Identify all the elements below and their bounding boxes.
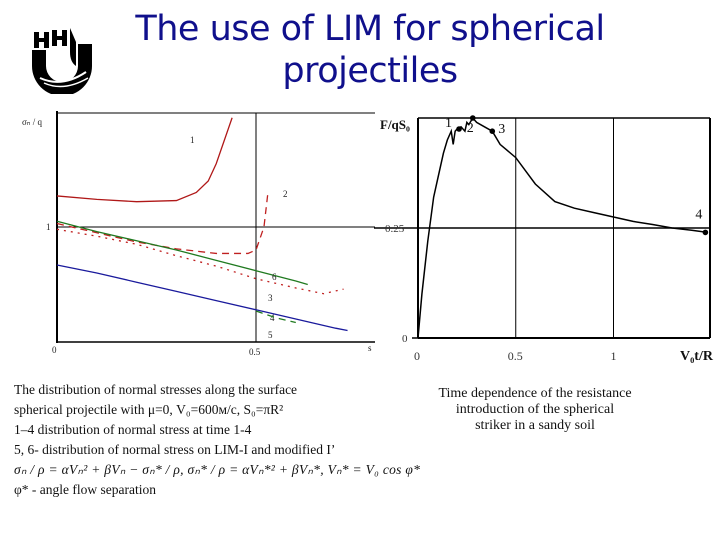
series-label: 4 xyxy=(270,313,275,323)
time-marker-label: 2 xyxy=(467,121,474,136)
time-marker xyxy=(456,126,462,132)
series-label: 5 xyxy=(268,330,273,340)
resistance-chart-caption: Time dependence of the resistance introd… xyxy=(410,386,660,434)
series-label: 1 xyxy=(190,135,195,145)
caption-line: Time dependence of the resistance xyxy=(438,386,632,401)
time-marker xyxy=(469,115,476,121)
y-axis-label: F/qS₀ xyxy=(380,117,410,132)
y-tick-label: 0 xyxy=(402,333,408,345)
time-marker-label: 4 xyxy=(695,207,702,222)
x-tick-label: 0.5 xyxy=(508,349,523,363)
series-5-line xyxy=(255,310,296,324)
x-tick-label: 0 xyxy=(414,349,420,363)
y-axis-label: σₙ / q xyxy=(22,117,42,127)
caption-line: introduction of the spherical xyxy=(455,402,615,417)
title-line-1: The use of LIM for spherical xyxy=(135,9,605,49)
time-marker-label: 3 xyxy=(498,122,505,137)
note-line: spherical projectile with μ=0, V₀=600м/с… xyxy=(14,402,284,417)
series-3-line xyxy=(56,228,344,295)
note-line: The distribution of normal stresses alon… xyxy=(14,382,298,397)
x-tick-label: 0.5 xyxy=(249,347,261,357)
x-axis-label: s xyxy=(368,343,372,353)
y-tick-label: 0.25 xyxy=(385,223,405,235)
series-1-line xyxy=(56,117,233,203)
note-line: 1–4 distribution of normal stress at tim… xyxy=(14,422,252,437)
time-marker xyxy=(489,128,496,134)
time-marker-label: 1 xyxy=(445,116,452,131)
series-6-line xyxy=(56,220,308,286)
series-2-line xyxy=(56,192,269,255)
note-line: 5, 6- distribution of normal stress on L… xyxy=(14,442,336,457)
series-4-line xyxy=(56,264,348,332)
note-line: φ* - angle flow separation xyxy=(14,482,156,497)
series-label: 2 xyxy=(283,189,288,199)
stress-distribution-notes: The distribution of normal stresses alon… xyxy=(14,380,421,500)
caption-line: striker in a sandy soil xyxy=(475,418,595,433)
normal-stress-chart: σₙ / q 1 0 0.5 s 1 2 3 4 5 6 xyxy=(0,100,380,365)
series-label: 3 xyxy=(268,293,273,303)
time-marker xyxy=(702,229,709,236)
normal-stress-plot: σₙ / q 1 0 0.5 s 1 2 3 4 5 6 xyxy=(22,111,375,357)
university-logo-icon xyxy=(28,22,96,96)
x-axis-label: V₀t/R xyxy=(680,349,714,364)
y-tick-label: 1 xyxy=(46,222,51,232)
slide-title: The use of LIM for spherical projectiles xyxy=(100,8,640,92)
stress-formula: σₙ / ρ = αVₙ² + βVₙ − σₙ* / ρ, σₙ* / ρ =… xyxy=(14,462,421,477)
resistance-chart: F/qS₀ 0.25 0 0 0.5 1 V₀t/R 1 2 3 4 xyxy=(370,100,720,380)
x-tick-label: 0 xyxy=(52,345,57,355)
title-line-2: projectiles xyxy=(282,51,458,91)
x-tick-label: 1 xyxy=(611,349,617,363)
series-label: 6 xyxy=(272,272,277,282)
